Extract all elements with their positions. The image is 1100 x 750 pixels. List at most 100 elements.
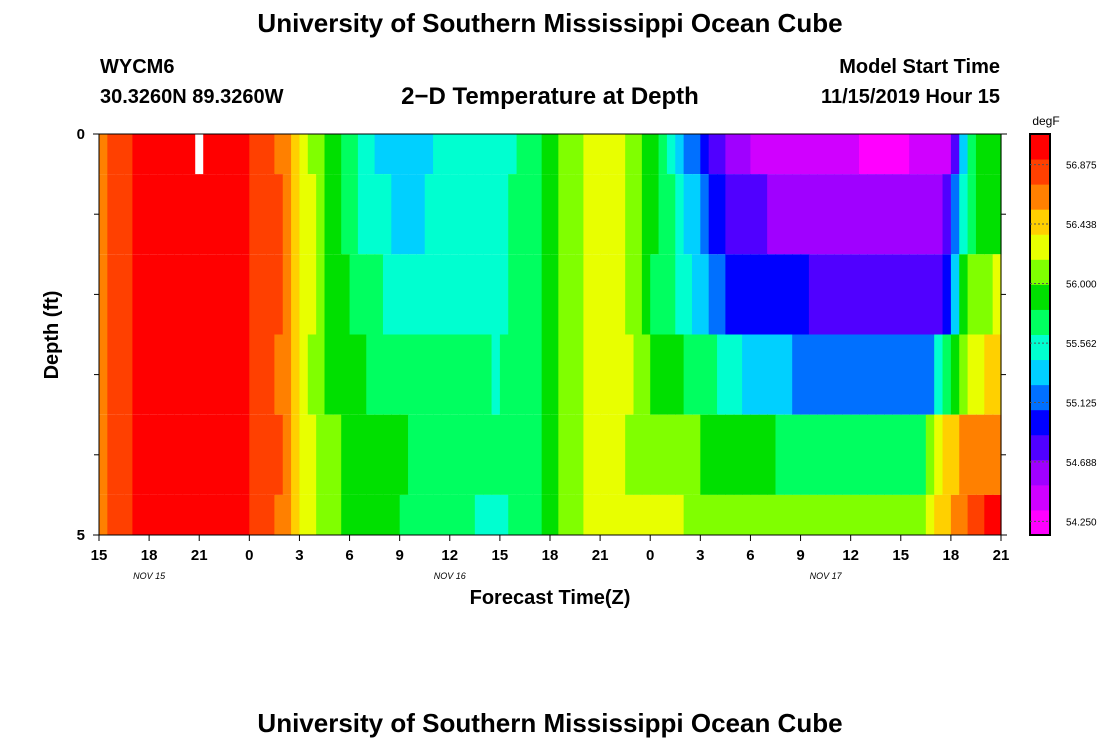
heatmap-cell bbox=[332, 414, 342, 495]
heatmap-cell bbox=[324, 174, 334, 255]
model-start-value: 11/15/2019 Hour 15 bbox=[820, 86, 1000, 108]
heatmap-cell bbox=[650, 494, 660, 535]
heatmap-cell bbox=[157, 414, 167, 495]
heatmap-cell bbox=[508, 134, 518, 175]
heatmap-cell bbox=[550, 494, 559, 535]
heatmap-cell bbox=[616, 174, 626, 255]
heatmap-cell bbox=[483, 134, 493, 175]
heatmap-cell bbox=[524, 174, 534, 255]
heatmap-cell bbox=[666, 334, 676, 415]
heatmap-cell bbox=[884, 494, 894, 535]
x-tick-label: 3 bbox=[295, 547, 303, 564]
heatmap-cell bbox=[165, 414, 175, 495]
heatmap-cell bbox=[499, 494, 509, 535]
heatmap-cell bbox=[800, 134, 810, 175]
heatmap-cell bbox=[99, 174, 108, 255]
heatmap-cell bbox=[558, 174, 568, 255]
heatmap-cell bbox=[558, 494, 568, 535]
heatmap-cell bbox=[391, 494, 401, 535]
heatmap-cell bbox=[925, 134, 935, 175]
heatmap-cell bbox=[249, 494, 259, 535]
heatmap-cell bbox=[575, 334, 585, 415]
heatmap-cell bbox=[408, 414, 417, 495]
heatmap-cell bbox=[892, 494, 902, 535]
heatmap-cell bbox=[925, 174, 935, 255]
colorbar-segment bbox=[1030, 509, 1050, 536]
heatmap-cell bbox=[800, 174, 810, 255]
heatmap-cell bbox=[349, 414, 359, 495]
heatmap-cell bbox=[900, 254, 910, 335]
heatmap-cell bbox=[691, 254, 701, 335]
heatmap-cell bbox=[934, 134, 944, 175]
heatmap-cell bbox=[875, 334, 885, 415]
heatmap-cell bbox=[725, 174, 735, 255]
heatmap-cell bbox=[416, 174, 426, 255]
heatmap-cell bbox=[174, 414, 184, 495]
heatmap-cell bbox=[466, 134, 476, 175]
heatmap-cell bbox=[433, 134, 443, 175]
heatmap-cell bbox=[391, 174, 401, 255]
heatmap-cell bbox=[850, 494, 860, 535]
heatmap-cell bbox=[892, 134, 902, 175]
heatmap-cell bbox=[483, 494, 493, 535]
heatmap-cell bbox=[541, 134, 551, 175]
heatmap-cell bbox=[700, 414, 710, 495]
heatmap-cell bbox=[934, 254, 944, 335]
heatmap-cell bbox=[190, 414, 200, 495]
heatmap-cell bbox=[742, 254, 752, 335]
heatmap-cell bbox=[633, 334, 643, 415]
heatmap-cell bbox=[107, 254, 117, 335]
heatmap-cell bbox=[466, 334, 476, 415]
colorbar-tick-label: 55.562 bbox=[1066, 339, 1097, 350]
heatmap-cell bbox=[332, 254, 342, 335]
heatmap-cell bbox=[675, 254, 685, 335]
heatmap-cell bbox=[959, 254, 969, 335]
heatmap-cell bbox=[767, 254, 777, 335]
heatmap-cell bbox=[291, 134, 301, 175]
colorbar-frame bbox=[1029, 133, 1051, 536]
heatmap-cell bbox=[717, 254, 726, 335]
heatmap-cell bbox=[341, 414, 351, 495]
heatmap-cell bbox=[374, 174, 384, 255]
heatmap-cell bbox=[182, 414, 192, 495]
heatmap-cell bbox=[934, 414, 944, 495]
y-tick-label: 0 bbox=[77, 126, 85, 143]
colorbar-segment bbox=[1030, 409, 1050, 436]
heatmap-cell bbox=[992, 334, 1002, 415]
heatmap-cell bbox=[575, 414, 585, 495]
heatmap-cell bbox=[516, 254, 526, 335]
heatmap-cell bbox=[249, 334, 259, 415]
heatmap-cell bbox=[783, 414, 793, 495]
heatmap-cell bbox=[165, 494, 175, 535]
heatmap-cell bbox=[374, 334, 384, 415]
heatmap-cell bbox=[783, 254, 793, 335]
heatmap-cell bbox=[408, 134, 417, 175]
heatmap-cell bbox=[608, 414, 618, 495]
heatmap-cell bbox=[207, 174, 217, 255]
heatmap-cell bbox=[374, 494, 384, 535]
heatmap-cell bbox=[658, 134, 668, 175]
heatmap-cell bbox=[207, 134, 217, 175]
heatmap-cell bbox=[566, 174, 576, 255]
heatmap-cell bbox=[491, 334, 501, 415]
heatmap-cell bbox=[591, 254, 601, 335]
heatmap-cell bbox=[959, 414, 969, 495]
heatmap-cell bbox=[992, 494, 1002, 535]
heatmap-cell bbox=[366, 334, 376, 415]
heatmap-cell bbox=[992, 134, 1002, 175]
heatmap-cell bbox=[257, 494, 267, 535]
heatmap-cell bbox=[641, 494, 651, 535]
heatmap-cell bbox=[558, 134, 568, 175]
heatmap-cell bbox=[633, 414, 643, 495]
x-tick-label: 15 bbox=[892, 547, 909, 564]
heatmap-cell bbox=[257, 414, 267, 495]
heatmap-cell bbox=[600, 414, 610, 495]
heatmap-cell bbox=[909, 334, 919, 415]
heatmap-cell bbox=[274, 494, 284, 535]
heatmap-cell bbox=[249, 414, 259, 495]
heatmap-cell bbox=[750, 134, 760, 175]
heatmap-cell bbox=[625, 494, 635, 535]
heatmap-cell bbox=[591, 334, 601, 415]
heatmap-cell bbox=[942, 254, 952, 335]
heatmap-cell bbox=[307, 414, 317, 495]
